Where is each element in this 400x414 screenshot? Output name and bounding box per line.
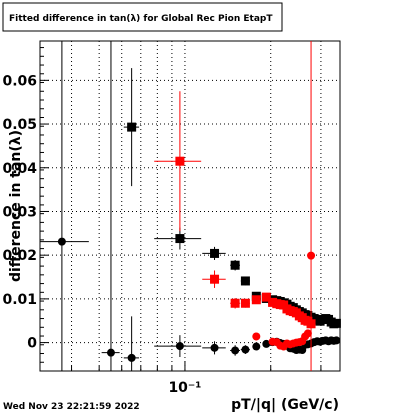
point-marker-circle	[127, 353, 136, 362]
data-point	[202, 246, 226, 260]
data-point	[252, 342, 261, 351]
point-marker-circle	[241, 345, 250, 354]
point-marker-circle	[106, 348, 115, 357]
y-tick-labels: 0 0.01 0.02 0.03 0.04 0.05 0.06	[2, 73, 37, 351]
point-marker-square	[210, 248, 220, 258]
data-point	[240, 298, 250, 308]
y-tick-label: 0.04	[2, 161, 37, 177]
point-marker-square	[251, 295, 261, 305]
x-tick-labels: 10⁻¹	[168, 380, 201, 396]
point-marker-circle	[57, 237, 66, 246]
data-point	[306, 319, 316, 329]
point-marker-circle	[175, 342, 184, 351]
point-marker-circle	[252, 342, 261, 351]
point-marker-circle	[303, 329, 312, 338]
grid-lines	[40, 41, 340, 371]
point-marker-square	[331, 318, 341, 328]
axis-ticks	[40, 47, 322, 372]
point-marker-circle	[332, 336, 341, 345]
point-marker-square	[261, 292, 271, 302]
point-marker-square	[210, 274, 220, 284]
point-marker-square	[240, 298, 250, 308]
y-tick-label: 0.03	[2, 204, 37, 220]
y-tick-label: 0.02	[2, 248, 37, 264]
point-marker-circle	[252, 332, 261, 341]
data-point	[261, 292, 271, 302]
data-point	[101, 41, 120, 371]
data-point	[240, 276, 250, 286]
point-marker-circle	[210, 343, 219, 352]
data-point	[123, 316, 140, 371]
footer-date: Wed Nov 23 22:21:59 2022	[3, 402, 140, 412]
data-point	[331, 318, 341, 328]
data-marks	[40, 41, 341, 371]
data-point	[251, 295, 261, 305]
data-point	[230, 298, 240, 309]
y-tick-label: 0.05	[2, 117, 37, 133]
point-marker-square	[175, 156, 185, 166]
point-marker-circle	[231, 346, 240, 355]
data-point	[202, 341, 226, 355]
chart-title: Fitted difference in tan(λ) for Global R…	[9, 14, 273, 24]
title-box: Fitted difference in tan(λ) for Global R…	[2, 2, 283, 32]
data-point	[252, 332, 261, 341]
data-point	[230, 345, 240, 356]
y-axis-title: difference in tan(λ)	[8, 130, 24, 282]
data-point	[307, 41, 316, 371]
y-tick-label: 0	[27, 336, 37, 352]
point-marker-square	[175, 234, 185, 244]
data-point	[154, 335, 202, 358]
data-point	[230, 259, 240, 271]
point-marker-circle	[262, 339, 271, 348]
point-marker-square	[230, 260, 240, 270]
point-marker-square	[306, 319, 316, 329]
x-tick-label: 10⁻¹	[168, 380, 201, 396]
plot-frame	[39, 40, 341, 372]
y-tick-label: 0.01	[2, 292, 37, 308]
data-point	[303, 329, 312, 338]
data-point	[154, 227, 202, 250]
point-marker-square	[230, 298, 240, 308]
data-point	[262, 339, 271, 348]
data-point	[154, 91, 202, 232]
data-point	[123, 68, 140, 187]
point-marker-square	[127, 122, 137, 132]
data-point	[332, 336, 341, 345]
data-point	[202, 270, 226, 288]
data-point	[40, 41, 89, 371]
y-tick-label: 0.06	[2, 73, 37, 89]
point-marker-circle	[307, 251, 316, 260]
x-axis-title: pT/|q| (GeV/c)	[231, 397, 339, 413]
data-point	[240, 345, 250, 354]
point-marker-square	[240, 276, 250, 286]
